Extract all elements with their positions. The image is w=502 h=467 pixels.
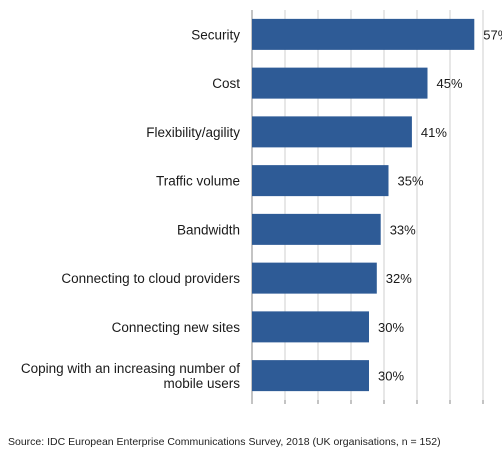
category-label: Coping with an increasing number of mobil… (21, 361, 240, 391)
category-label: Flexibility/agility (146, 125, 240, 140)
bar-5 (252, 213, 381, 245)
category-label: Connecting to cloud providers (61, 271, 240, 286)
bar-7 (252, 311, 369, 343)
bar-8 (252, 360, 369, 392)
category-label-line: Coping with an increasing number of (21, 361, 240, 376)
category-label-line: Connecting new sites (112, 320, 241, 335)
data-label: 30% (378, 369, 404, 384)
category-label-line: Security (191, 27, 240, 42)
bar-1 (252, 18, 475, 50)
bar-3 (252, 116, 412, 148)
data-label: 32% (386, 271, 412, 286)
category-label-line: Flexibility/agility (146, 125, 240, 140)
category-label: Cost (212, 76, 240, 91)
data-label: 41% (421, 125, 447, 140)
data-label: 33% (390, 222, 416, 237)
data-label: 30% (378, 320, 404, 335)
category-label: Security (191, 27, 240, 42)
data-label: 57% (483, 27, 502, 42)
category-label-line: Connecting to cloud providers (61, 271, 240, 286)
category-label: Bandwidth (177, 222, 240, 237)
category-label-line: Traffic volume (156, 174, 240, 189)
bar-4 (252, 165, 389, 197)
data-label: 45% (437, 76, 463, 91)
category-label-line: Bandwidth (177, 222, 240, 237)
category-label-line: mobile users (163, 376, 240, 391)
bar-6 (252, 262, 377, 294)
bar-2 (252, 67, 428, 99)
source-note: Source: IDC European Enterprise Communic… (8, 436, 441, 448)
category-label-line: Cost (212, 76, 240, 91)
category-label: Traffic volume (156, 174, 240, 189)
data-label: 35% (398, 174, 424, 189)
category-label: Connecting new sites (112, 320, 241, 335)
